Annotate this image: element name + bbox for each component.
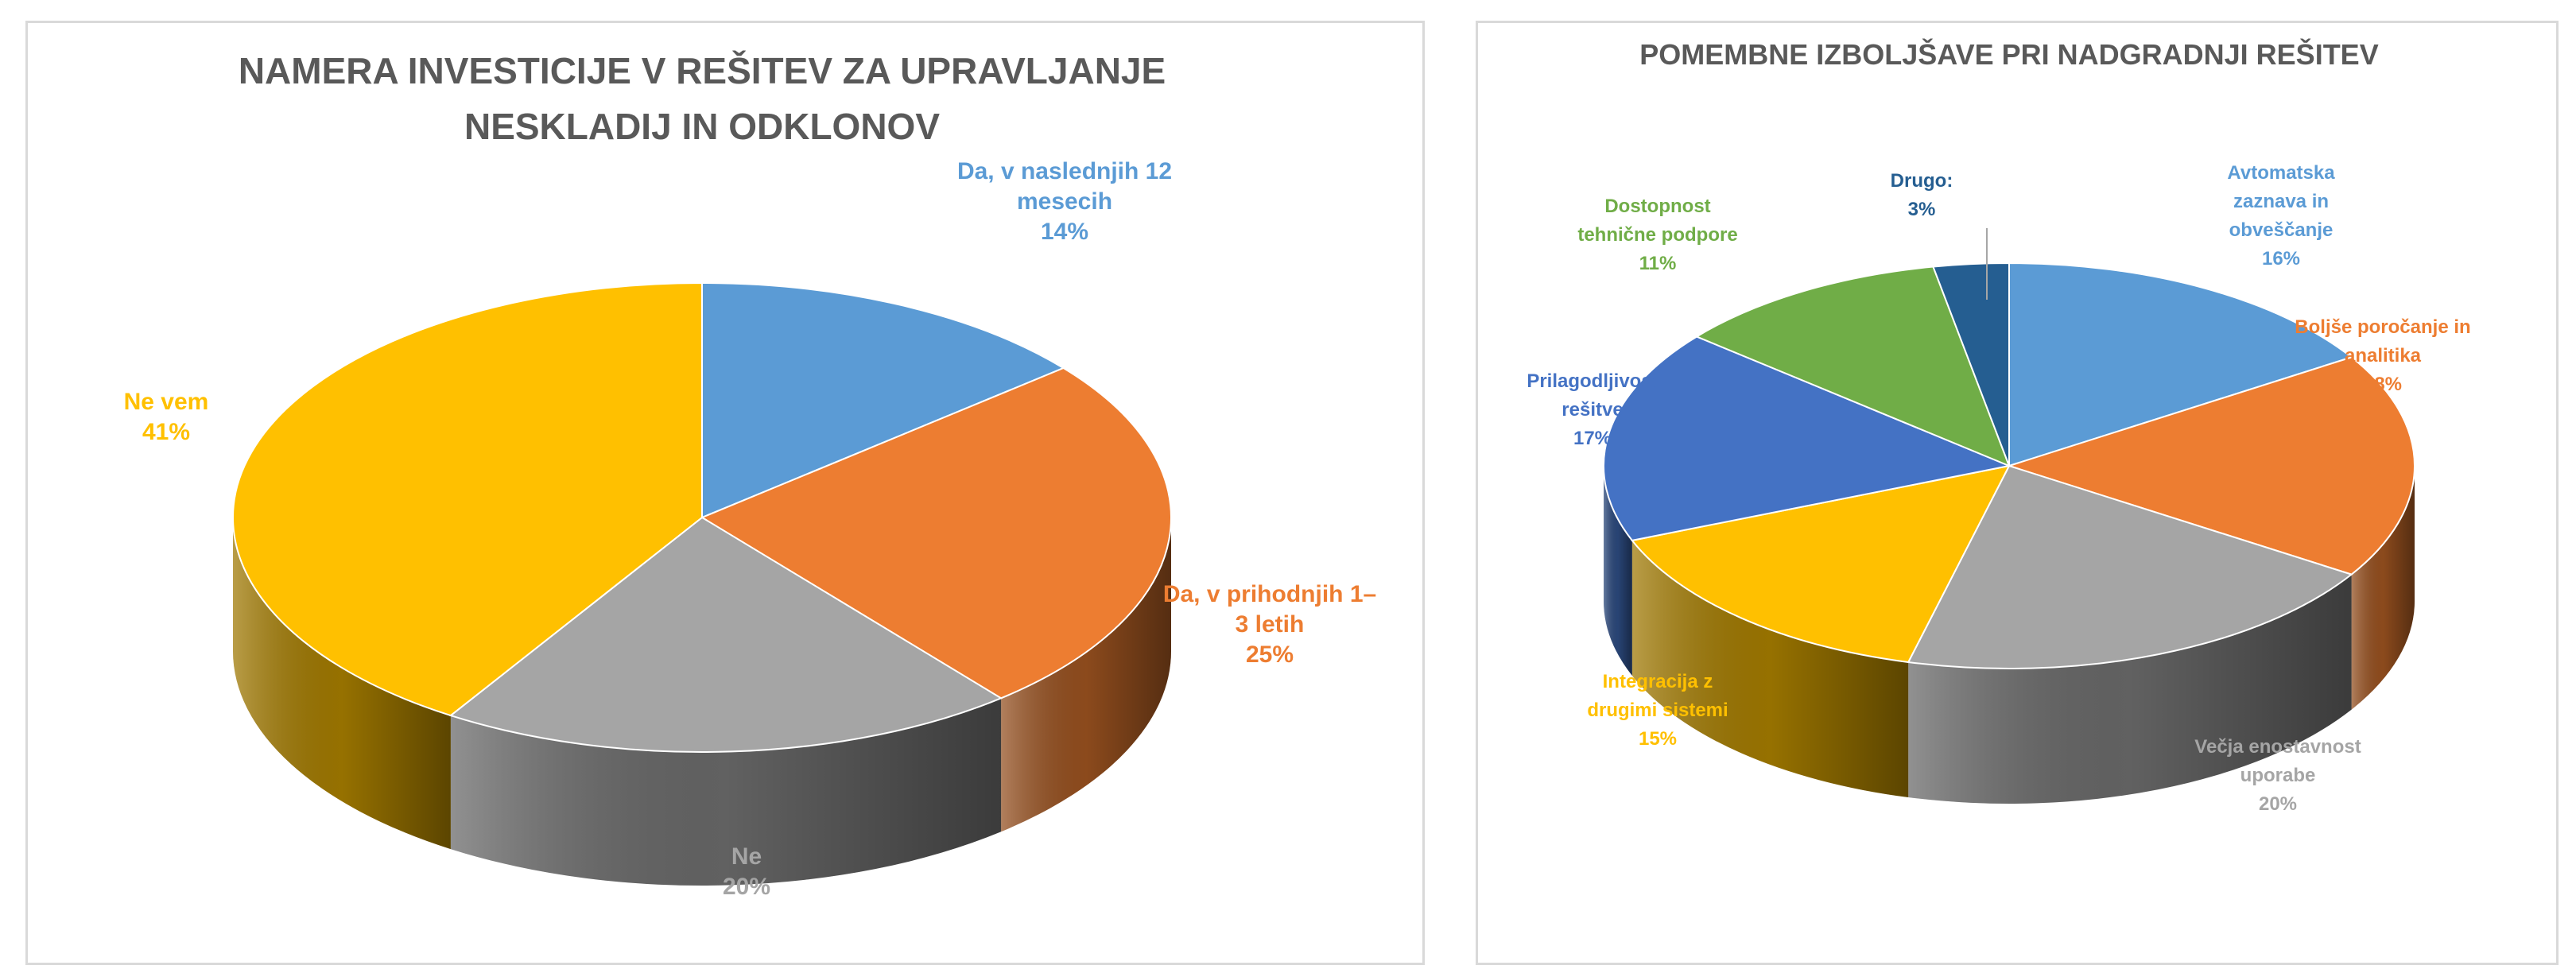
pie-chart-important-improvements: POMEMBNE IZBOLJŠAVE PRI NADGRADNJI REŠIT… (1527, 37, 2470, 815)
data-label: Dostopnost tehnične podpore 11% (1577, 196, 1737, 274)
data-label-text: Ne vem (124, 389, 209, 415)
data-label-percent: 20% (2259, 793, 2297, 815)
data-label: Drugo: 3% (1891, 170, 1953, 220)
data-label: Da, v prihodnjih 1– 3 letih 25% (1163, 581, 1376, 668)
data-label-text: Drugo: (1891, 170, 1953, 192)
data-label-text: Boljše poročanje in (2295, 316, 2470, 338)
data-label-text: zaznava in (2233, 191, 2329, 212)
pie-slice (232, 281, 703, 717)
data-label-text: Integracija z (1603, 671, 1713, 692)
data-label-text: Da, v naslednjih 12 (957, 158, 1172, 184)
data-label-text: analitika (2345, 345, 2422, 366)
data-label-percent: 15% (1639, 728, 1677, 750)
pie-slice (1907, 464, 2353, 670)
pie-slice-side-shade (1001, 518, 1171, 832)
data-label-text: Večja enostavnost (2194, 736, 2361, 758)
pie-slice (1694, 266, 2011, 467)
data-label-text: Dostopnost (1604, 196, 1710, 217)
data-label: Ne vem 41% (124, 389, 209, 445)
data-label: Avtomatska zaznava in obveščanje 16% (2227, 162, 2335, 269)
data-label-percent: 20% (723, 874, 770, 900)
chart-title-line: NAMERA INVESTICIJE V REŠITEV ZA UPRAVLJA… (239, 50, 1166, 91)
chart-panel-important-improvements: POMEMBNE IZBOLJŠAVE PRI NADGRADNJI REŠIT… (1476, 21, 2559, 965)
data-label-percent: 14% (1041, 219, 1088, 245)
data-label-percent: 16% (2262, 248, 2300, 269)
data-label-text: tehnične podpore (1577, 224, 1737, 246)
pie-slice (701, 281, 1065, 519)
pie-slice (700, 366, 1172, 700)
pie-slice-side-shade (2351, 466, 2415, 710)
data-label: Ne 20% (723, 843, 770, 900)
data-label-text: rešitve (1562, 399, 1623, 421)
chart-title-line: NESKLADIJ IN ODKLONOV (464, 106, 940, 147)
data-label-percent: 11% (1639, 253, 1677, 274)
chart-title-line: POMEMBNE IZBOLJŠAVE PRI NADGRADNJI REŠIT… (1639, 37, 2378, 71)
data-label: Da, v naslednjih 12 mesecih 14% (957, 158, 1172, 245)
pie-slice-side-shade (233, 518, 451, 850)
pie-slice (1932, 262, 2010, 467)
pie-slice (1603, 335, 2012, 541)
data-label-percent: 17% (1573, 428, 1612, 449)
data-label-percent: 41% (142, 419, 190, 445)
data-label-text: Prilagodljivost (1527, 370, 1658, 392)
data-label-text: Ne (731, 843, 762, 870)
pie-slice-side-shade (1908, 574, 2352, 804)
data-label: Boljše poročanje in analitika 18% (2295, 316, 2470, 395)
data-label-text: mesecih (1017, 188, 1112, 215)
data-label-text: drugimi sistemi (1587, 700, 1728, 721)
data-label-text: Avtomatska (2227, 162, 2335, 184)
pie-slice-side-shade (1631, 540, 1909, 797)
data-label: Prilagodljivost rešitve 17% (1527, 370, 1658, 449)
data-label: Integracija z drugimi sistemi 15% (1587, 671, 1728, 750)
data-label-percent: 25% (1246, 642, 1294, 668)
pie-slice (2008, 262, 2353, 467)
pie-slice (2006, 356, 2415, 576)
chart-panel-investment-intent: NAMERA INVESTICIJE V REŠITEV ZA UPRAVLJA… (25, 21, 1425, 965)
data-label-percent: 3% (1908, 199, 1936, 220)
data-label-percent: 18% (2364, 374, 2402, 395)
pie-chart-investment-intent: NAMERA INVESTICIJE V REŠITEV ZA UPRAVLJA… (124, 50, 1377, 900)
pie-slice-side-shade (1604, 466, 1632, 676)
data-label-text: uporabe (2240, 765, 2316, 786)
data-label-text: 3 letih (1236, 611, 1305, 638)
data-label-text: obveščanje (2229, 219, 2334, 241)
pie-slice (448, 516, 1003, 753)
data-label-text: Da, v prihodnjih 1– (1163, 581, 1376, 607)
pie-slice (1631, 464, 2011, 664)
data-label: Večja enostavnost uporabe 20% (2194, 736, 2361, 815)
